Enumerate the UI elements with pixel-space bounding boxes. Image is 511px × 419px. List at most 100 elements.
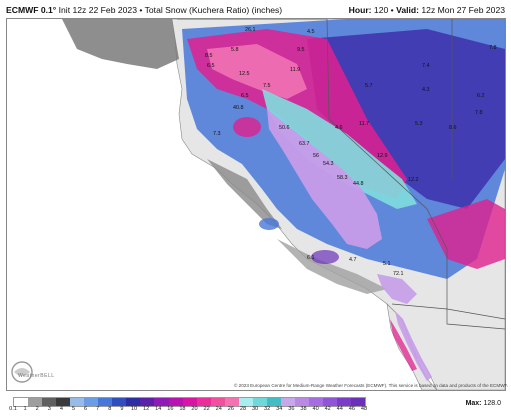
colorbar-tick-label: 24 [215,406,222,412]
snow-lavender-south [377,274,417,304]
colorbar-swatch [196,398,211,406]
colorbar-swatch [280,398,295,406]
colorbar-tick-label: 38 [300,406,307,412]
colorbar-tick-label: 10 [130,406,138,412]
map-value: 9.5 [297,47,305,53]
colorbar-swatch [238,398,253,406]
snow-lavender-sierra [267,109,382,249]
copyright-credit: © 2023 European Centre for Medium-Range … [234,383,509,388]
colorbar-swatch [28,398,43,406]
map-value: 6.5 [241,93,249,99]
colorbar-swatch [140,398,155,406]
colorbar-tick-label: 32 [264,406,271,412]
colorbar-tick-label: 22 [203,406,210,412]
colorbar [13,397,366,407]
colorbar-swatch [154,398,169,406]
colorbar-tick-label: 48 [360,406,368,412]
map-value: 6.1 [307,255,315,261]
colorbar-swatch [56,398,71,406]
colorbar-tick-label: 16 [167,406,174,412]
colorbar-swatch [308,398,324,406]
colorbar-swatch [224,398,239,406]
header-left: ECMWF 0.1° Init 12z 22 Feb 2023 • Total … [6,5,282,15]
colorbar-tick-label: 2 [35,406,39,412]
map-value: 58.3 [337,175,348,181]
map-values: 4.5 26.1 5.8 8.5 6.5 9.5 11.9 7.4 7.8 6.… [205,27,497,277]
colorbar-swatch [98,398,113,406]
colorbar-tick-label: 34 [276,406,283,412]
map-value: 5.8 [231,47,239,53]
colorbar-tick-label: 4 [59,406,63,412]
colorbar-tick-label: 46 [348,406,356,412]
colorbar-swatch [337,398,352,406]
header-bar: ECMWF 0.1° Init 12z 22 Feb 2023 • Total … [6,4,505,17]
snow-map: 4.5 26.1 5.8 8.5 6.5 9.5 11.9 7.4 7.8 6.… [6,18,506,391]
map-value: 11.7 [359,121,369,127]
map-value: 72.1 [393,271,404,277]
colorbar-swatch [168,398,183,406]
colorbar-swatch [112,398,127,406]
colorbar-tick-label: 1 [23,406,27,412]
snow-navy-interior [307,29,505,209]
max-value-block: Max: 128.0 [466,400,501,407]
colorbar-tick-label: 0.1 [9,406,17,412]
map-value: 4.3 [422,87,430,93]
map-value: 8.5 [205,53,213,59]
header-right: Hour: 120 • Valid: 12z Mon 27 Feb 2023 [349,5,505,15]
map-value: 5.3 [415,121,423,127]
colorbar-swatch [84,398,99,406]
colorbar-tick-label: 36 [288,406,295,412]
max-label: Max: [465,400,482,407]
map-value: 44.8 [353,181,364,187]
snow-patch-coast-3 [311,250,339,264]
snow-patch-coast-2 [259,218,279,230]
colorbar-swatch [182,398,197,406]
map-value: 5.7 [365,83,373,89]
map-value: 8.6 [449,125,457,131]
colorbar-tick-label: 28 [239,406,247,412]
map-value: 63.7 [299,141,310,147]
snow-grey-coast [207,159,282,229]
map-value: 6.2 [477,93,485,99]
colorbar-tick-label: 42 [324,406,331,412]
colorbar-swatch [266,398,281,406]
hour-label: Hour: [348,5,372,15]
colorbar-tick-label: 14 [155,406,162,412]
init-text: Init 12z 22 Feb 2023 • Total Snow (Kuche… [58,5,283,15]
model-name: ECMWF 0.1° [6,5,57,15]
colorbar-tick-label: 30 [251,406,259,412]
colorbar-tick-label: 26 [227,406,234,412]
map-value: 7.4 [422,63,430,69]
snow-grey-north [62,19,179,69]
state-border-az [446,249,505,330]
colorbar-swatch [14,398,29,406]
colorbar-tick-label: 44 [336,406,343,412]
hour-value: 120 [373,5,389,15]
colorbar-tick-label: 6 [84,406,88,412]
colorbar-swatch [294,398,309,406]
map-value: 56 [313,153,319,159]
map-value: 12.5 [239,71,250,77]
map-value: 4.6 [335,125,343,131]
snow-baja-streak [395,311,432,381]
map-value: 7.8 [489,45,497,51]
map-value: 12.2 [408,177,419,183]
snow-grey-south [277,239,387,294]
colorbar-tick-label: 9 [120,406,124,412]
max-value: 128.0 [483,400,501,407]
valid-value: 12z Mon 27 Feb 2023 [421,5,505,15]
snow-patch-coast-1 [233,117,261,137]
snow-cyan-band [262,89,417,209]
colorbar-swatch [351,398,366,406]
map-value: 12.9 [377,153,388,159]
map-value: 7.8 [475,110,483,116]
border-us-mexico [391,303,505,320]
colorbar-tick-label: 20 [191,406,198,412]
colorbar-tick-label: 3 [47,406,51,412]
state-border-ca-nv [326,19,448,250]
snow-magenta-south [427,199,505,269]
valid-label: Valid: [396,5,419,15]
snow-pink-band [207,44,307,99]
colorbar-swatch [210,398,225,406]
colorbar-tick-label: 7 [96,406,100,412]
